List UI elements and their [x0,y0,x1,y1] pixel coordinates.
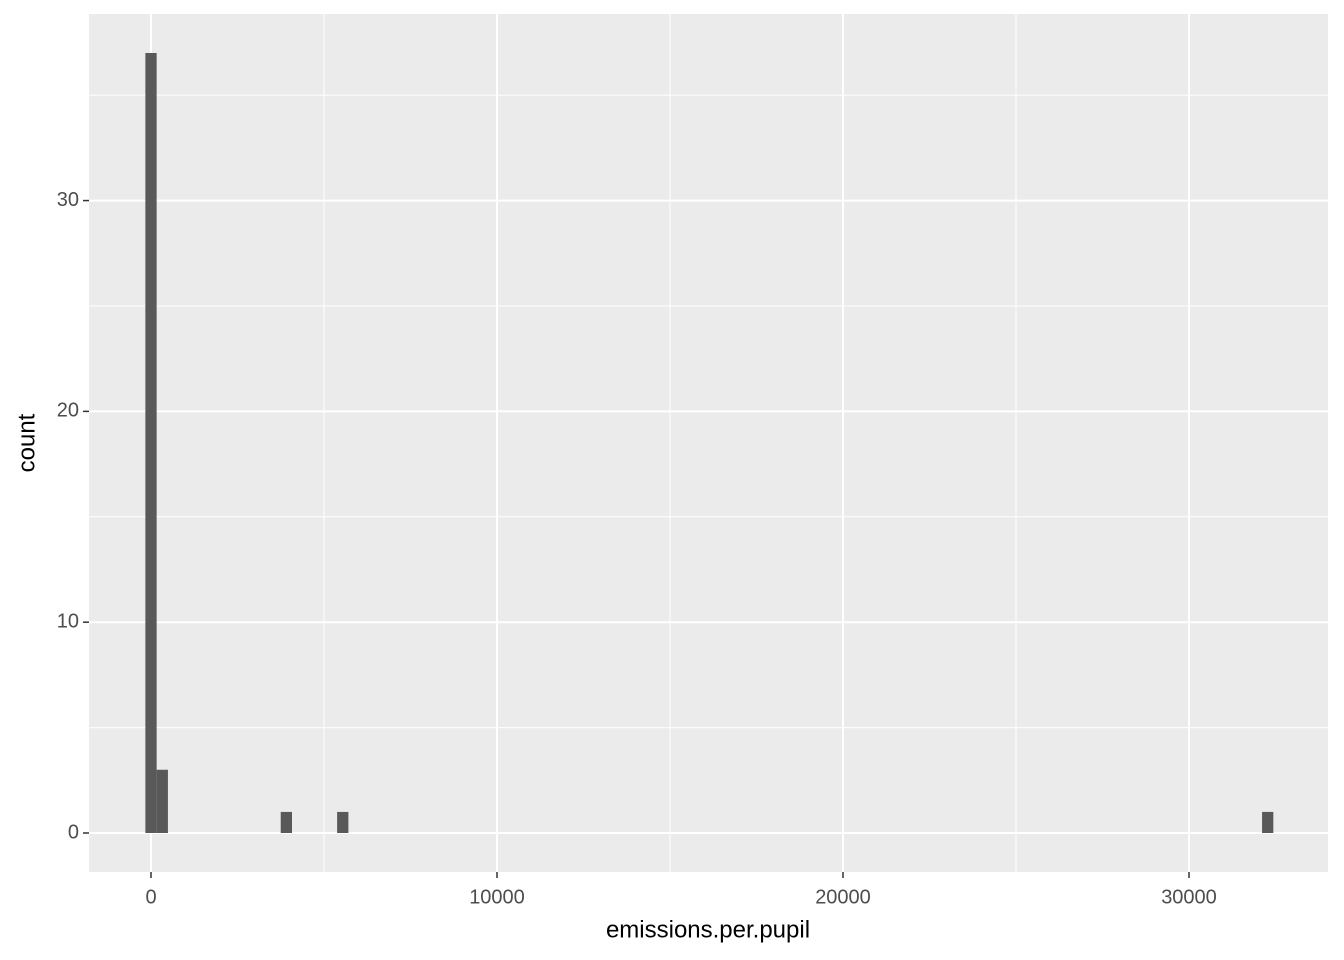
panel [89,14,1328,872]
bar [280,811,292,833]
bar [1262,811,1274,833]
y-axis-title: count [13,413,40,472]
bar [156,769,168,833]
y-tick-label: 20 [57,400,79,422]
y-tick-label: 10 [57,610,79,632]
bar [145,53,157,833]
x-tick-label: 30000 [1161,886,1217,908]
x-tick-label: 10000 [469,886,525,908]
x-tick-label: 0 [145,886,156,908]
bar [337,811,349,833]
y-tick-label: 30 [57,189,79,211]
y-tick-label: 0 [68,821,79,843]
x-axis-title: emissions.per.pupil [606,916,810,943]
x-tick-label: 20000 [815,886,871,908]
